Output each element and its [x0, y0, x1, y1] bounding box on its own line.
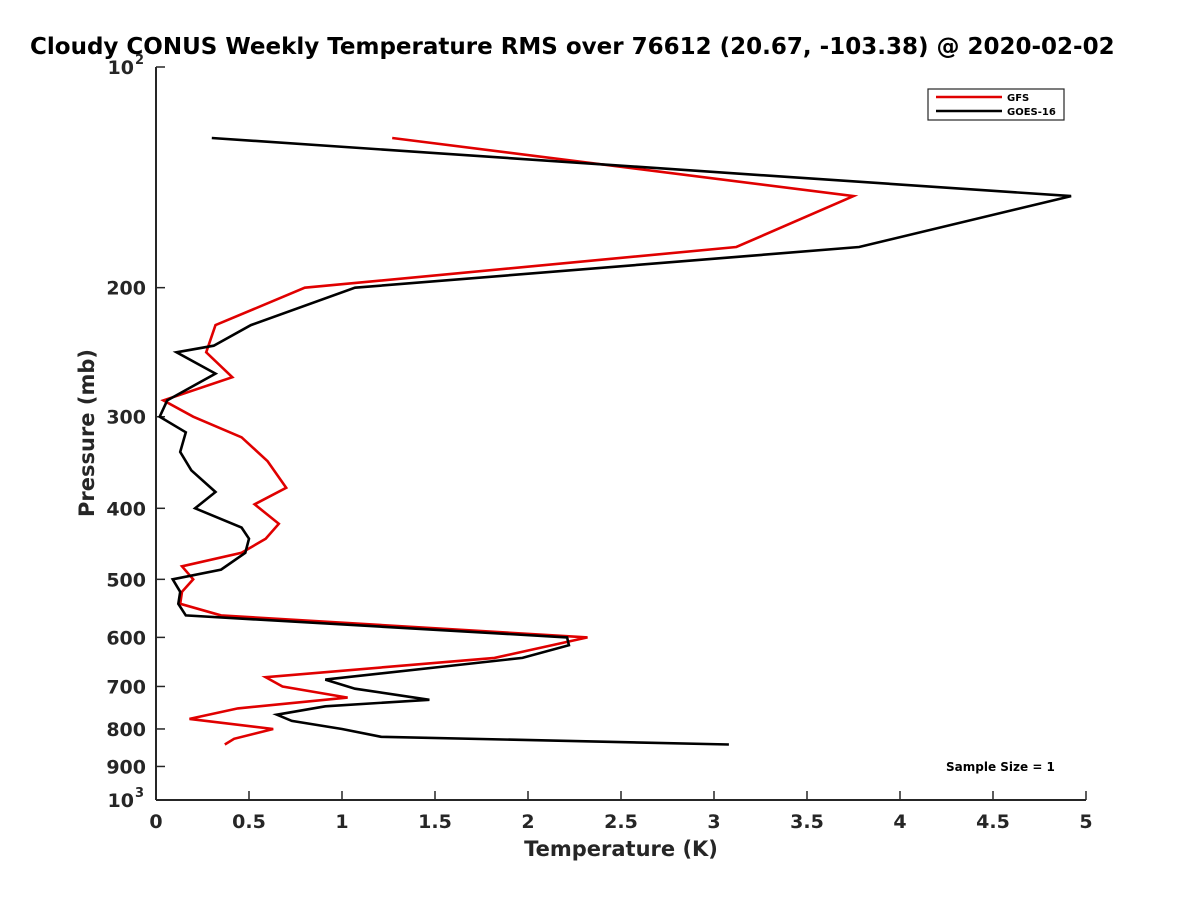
- y-tick-label: 700: [106, 676, 146, 698]
- y-tick-label: 500: [106, 569, 146, 591]
- x-tick-label: 1: [335, 811, 348, 833]
- x-tick-label: 5: [1079, 811, 1092, 833]
- series-line-gfs: [160, 136, 859, 746]
- y-tick-exponent: 3: [135, 786, 144, 801]
- legend: GFS GOES-16: [927, 88, 1065, 121]
- chart-title: Cloudy CONUS Weekly Temperature RMS over…: [30, 34, 1115, 60]
- series-line-goes16: [158, 136, 1072, 746]
- x-tick-label: 4: [893, 811, 906, 833]
- x-tick-label: 4.5: [976, 811, 1010, 833]
- y-tick-label: 900: [106, 756, 146, 778]
- y-axis-label: Pressure (mb): [75, 349, 99, 517]
- y-tick-label: 400: [106, 498, 146, 520]
- series-layer: [158, 136, 1072, 746]
- x-tick-label: 0.5: [232, 811, 266, 833]
- x-tick-label: 2.5: [604, 811, 638, 833]
- y-tick-label: 600: [106, 627, 146, 649]
- y-tick-label: 300: [106, 407, 146, 429]
- x-tick-label: 3.5: [790, 811, 824, 833]
- x-tick-label: 1.5: [418, 811, 452, 833]
- y-tick-label: 800: [106, 719, 146, 741]
- x-ticks: 0 0.5 1 1.5 2 2.5 3 3.5 4 4.5 5: [149, 791, 1093, 833]
- y-tick-label: 200: [106, 278, 146, 300]
- y-tick-label: 10: [108, 57, 134, 79]
- x-tick-label: 2: [521, 811, 534, 833]
- y-tick-exponent: 2: [135, 53, 144, 68]
- y-tick-label: 10: [108, 790, 134, 812]
- legend-label-gfs: GFS: [1007, 93, 1029, 104]
- x-tick-label: 0: [149, 811, 162, 833]
- legend-label-goes16: GOES-16: [1007, 107, 1056, 118]
- x-axis-label: Temperature (K): [524, 837, 718, 861]
- legend-box: [927, 88, 1065, 121]
- x-tick-label: 3: [707, 811, 720, 833]
- sample-size-annotation: Sample Size = 1: [946, 760, 1055, 774]
